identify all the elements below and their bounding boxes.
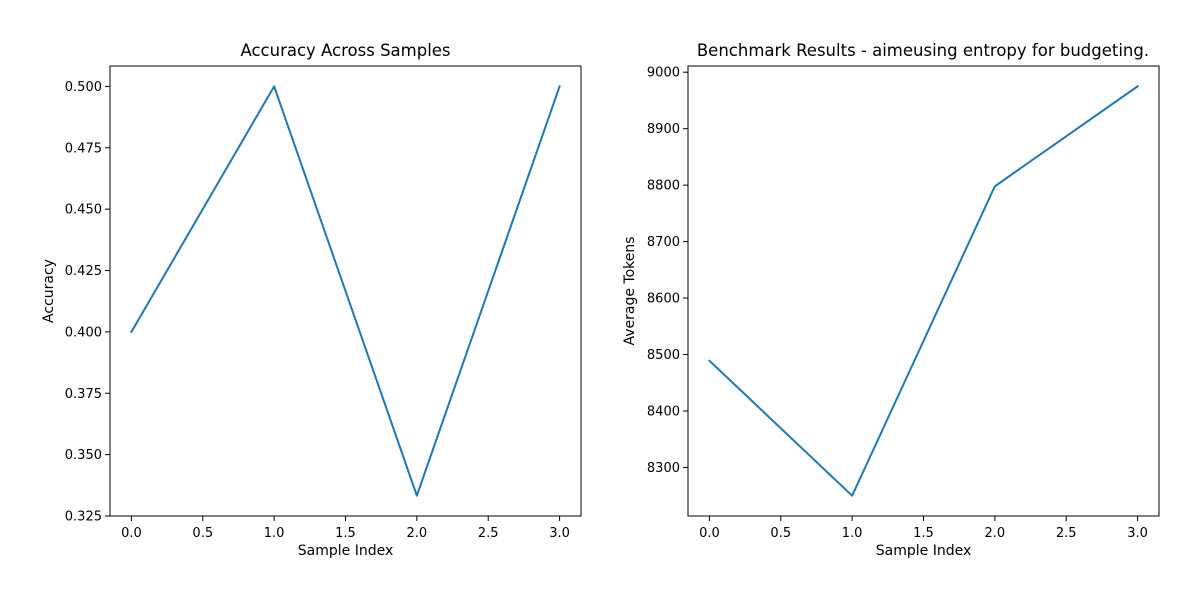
x-tick-label: 1.5 bbox=[335, 526, 356, 541]
x-axis-label: Sample Index bbox=[876, 543, 971, 559]
y-tick-label: 8500 bbox=[647, 348, 680, 363]
y-tick-label: 9000 bbox=[647, 66, 680, 81]
series-line-average-tokens bbox=[707, 84, 1139, 497]
y-tick: 0.450 bbox=[65, 203, 110, 218]
x-tick-label: 1.5 bbox=[913, 526, 934, 541]
x-tick-label: 2.5 bbox=[1056, 526, 1077, 541]
y-tick: 8300 bbox=[647, 461, 688, 476]
y-ticks: 0.325 0.350 0.375 0.400 0.425 0.450 0.475 0.500 bbox=[65, 80, 110, 525]
x-axis-label: Sample Index bbox=[298, 543, 393, 559]
y-tick: 0.325 bbox=[65, 510, 110, 525]
x-tick-label: 3.0 bbox=[1127, 526, 1148, 541]
y-tick: 0.475 bbox=[65, 141, 110, 156]
x-tick: 1.0 bbox=[842, 516, 863, 541]
y-tick-label: 0.500 bbox=[65, 80, 102, 95]
x-tick-label: 3.0 bbox=[549, 526, 570, 541]
x-tick: 1.0 bbox=[264, 516, 285, 541]
chart-title: Accuracy Across Samples bbox=[240, 41, 450, 60]
axes-frame bbox=[109, 65, 582, 517]
x-tick-label: 0.5 bbox=[192, 526, 213, 541]
x-tick: 0.0 bbox=[699, 516, 720, 541]
x-tick: 2.5 bbox=[1056, 516, 1077, 541]
x-tick: 2.0 bbox=[407, 516, 428, 541]
y-tick-label: 0.400 bbox=[65, 325, 102, 340]
chart-accuracy: Accuracy Across Samples 0.0 0.5 1.0 1.5 2.0 2… bbox=[41, 41, 582, 559]
axes-frame bbox=[687, 65, 1160, 517]
x-tick-label: 1.0 bbox=[264, 526, 285, 541]
x-tick-label: 2.5 bbox=[478, 526, 499, 541]
x-tick: 1.5 bbox=[913, 516, 934, 541]
y-tick: 0.350 bbox=[65, 448, 110, 463]
x-tick-label: 0.5 bbox=[770, 526, 791, 541]
y-tick: 0.375 bbox=[65, 387, 110, 402]
y-tick-label: 0.475 bbox=[65, 141, 102, 156]
y-tick-label: 0.450 bbox=[65, 203, 102, 218]
y-tick: 8900 bbox=[647, 122, 688, 137]
y-tick: 8600 bbox=[647, 292, 688, 307]
x-tick: 0.5 bbox=[192, 516, 213, 541]
y-axis-label: Accuracy bbox=[41, 259, 57, 323]
chart-title: Benchmark Results - aimeusing entropy fo… bbox=[697, 41, 1149, 60]
y-tick: 9000 bbox=[647, 66, 688, 81]
x-tick: 3.0 bbox=[549, 516, 570, 541]
x-tick: 0.0 bbox=[121, 516, 142, 541]
y-tick: 0.425 bbox=[65, 264, 110, 279]
y-tick-label: 8300 bbox=[647, 461, 680, 476]
y-tick: 0.400 bbox=[65, 325, 110, 340]
x-tick-label: 0.0 bbox=[699, 526, 720, 541]
x-tick: 0.5 bbox=[770, 516, 791, 541]
x-tick: 1.5 bbox=[335, 516, 356, 541]
x-tick-label: 0.0 bbox=[121, 526, 142, 541]
y-tick-label: 0.375 bbox=[65, 387, 102, 402]
x-ticks: 0.0 0.5 1.0 1.5 2.0 2.5 3.0 bbox=[699, 516, 1148, 541]
y-tick-label: 0.350 bbox=[65, 448, 102, 463]
y-tick-label: 8700 bbox=[647, 235, 680, 250]
y-tick-label: 8900 bbox=[647, 122, 680, 137]
y-tick-label: 8600 bbox=[647, 292, 680, 307]
y-tick-label: 8800 bbox=[647, 179, 680, 194]
y-axis-label: Average Tokens bbox=[622, 236, 638, 345]
x-tick: 2.0 bbox=[985, 516, 1006, 541]
y-tick-label: 0.325 bbox=[65, 510, 102, 525]
y-tick-label: 0.425 bbox=[65, 264, 102, 279]
x-ticks: 0.0 0.5 1.0 1.5 2.0 2.5 3.0 bbox=[121, 516, 570, 541]
y-tick: 8800 bbox=[647, 179, 688, 194]
x-tick-label: 1.0 bbox=[842, 526, 863, 541]
y-tick: 8400 bbox=[647, 404, 688, 419]
y-tick: 0.500 bbox=[65, 80, 110, 95]
y-tick: 8500 bbox=[647, 348, 688, 363]
y-ticks: 8300 8400 8500 8600 8700 8800 8900 9000 bbox=[647, 66, 688, 476]
x-tick-label: 2.0 bbox=[985, 526, 1006, 541]
x-tick: 2.5 bbox=[478, 516, 499, 541]
x-tick-label: 2.0 bbox=[407, 526, 428, 541]
x-tick: 3.0 bbox=[1127, 516, 1148, 541]
chart-benchmark: Benchmark Results - aimeusing entropy fo… bbox=[622, 41, 1160, 559]
y-tick-label: 8400 bbox=[647, 404, 680, 419]
y-tick: 8700 bbox=[647, 235, 688, 250]
series-line-accuracy bbox=[130, 85, 561, 497]
